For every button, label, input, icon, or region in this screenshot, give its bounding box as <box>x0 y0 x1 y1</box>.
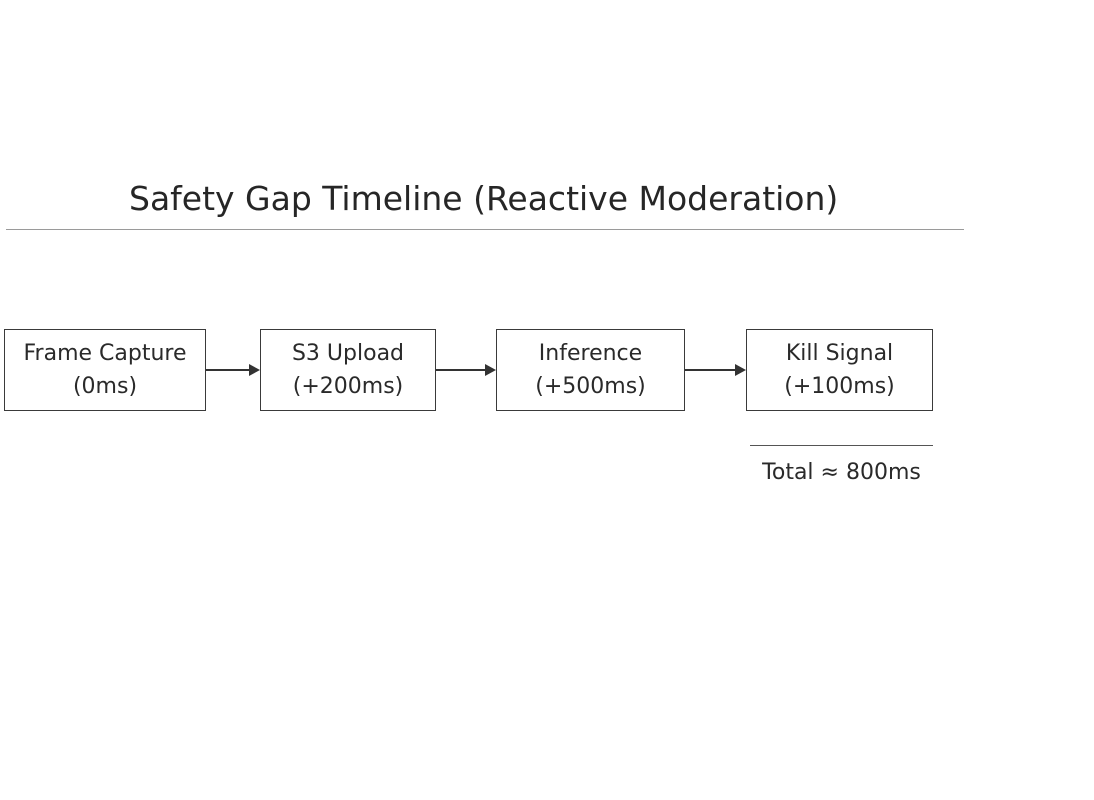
arrow-right-icon <box>685 364 746 376</box>
arrow-right-icon <box>206 364 260 376</box>
step-label: S3 Upload <box>291 341 405 366</box>
step-time: (+500ms) <box>535 374 646 399</box>
step-label: Frame Capture <box>23 341 187 366</box>
step-label: Inference <box>538 341 643 366</box>
title-divider <box>6 229 964 230</box>
step-frame-capture: Frame Capture (0ms) <box>4 329 206 411</box>
total-label: Total ≈ 800ms <box>762 460 921 485</box>
step-time: (+100ms) <box>784 374 895 399</box>
step-label: Kill Signal <box>785 341 894 366</box>
total-divider <box>750 445 933 446</box>
diagram-title: Safety Gap Timeline (Reactive Moderation… <box>129 179 839 218</box>
step-time: (+200ms) <box>292 374 404 399</box>
arrow-right-icon <box>436 364 496 376</box>
step-s3-upload: S3 Upload (+200ms) <box>260 329 436 411</box>
step-time: (0ms) <box>72 374 138 399</box>
step-kill-signal: Kill Signal (+100ms) <box>746 329 933 411</box>
step-inference: Inference (+500ms) <box>496 329 685 411</box>
